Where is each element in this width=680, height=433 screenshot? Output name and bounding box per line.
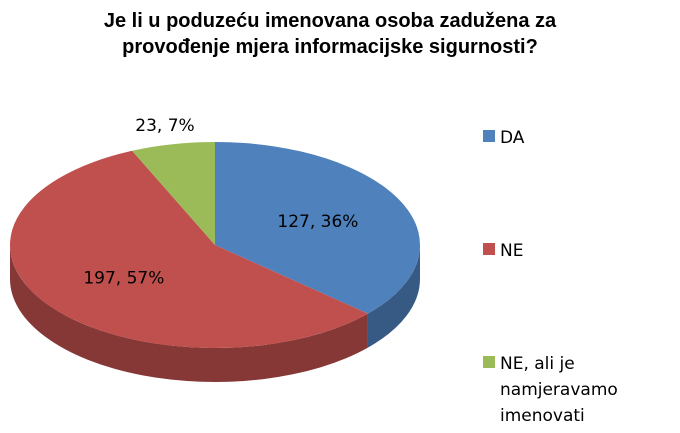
slice-side <box>367 245 420 348</box>
slice-side <box>9 245 368 383</box>
slice <box>9 150 368 348</box>
legend-item: DA <box>483 125 660 151</box>
legend-label: DA <box>500 128 525 148</box>
slice <box>132 142 215 245</box>
data-label: 197, 57% <box>83 268 164 288</box>
legend-item: NE, ali je namjeravamo imenovati <box>483 351 618 429</box>
legend-label: NE <box>500 241 524 261</box>
slice <box>215 142 420 314</box>
data-label: 127, 36% <box>277 212 358 232</box>
data-label: 23, 7% <box>135 116 194 136</box>
legend-label: NE, ali je namjeravamo imenovati <box>500 354 618 426</box>
chart-title: Je li u poduzeću imenovana osoba zadužen… <box>103 10 557 58</box>
legend-swatch <box>483 243 495 255</box>
legend-swatch <box>483 130 495 142</box>
legend-item: NE <box>483 238 660 264</box>
legend-swatch <box>483 356 495 368</box>
